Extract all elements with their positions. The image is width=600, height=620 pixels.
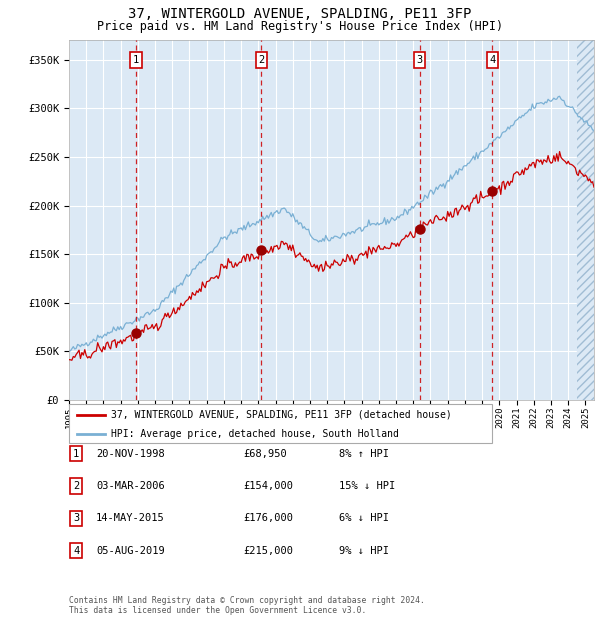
Text: HPI: Average price, detached house, South Holland: HPI: Average price, detached house, Sout… [112,428,399,438]
Text: Contains HM Land Registry data © Crown copyright and database right 2024.
This d: Contains HM Land Registry data © Crown c… [69,596,425,615]
Text: 20-NOV-1998: 20-NOV-1998 [96,449,165,459]
Text: £68,950: £68,950 [243,449,287,459]
Text: 1: 1 [133,55,139,65]
Text: 6% ↓ HPI: 6% ↓ HPI [339,513,389,523]
Text: 3: 3 [416,55,423,65]
Text: 4: 4 [489,55,496,65]
Text: 8% ↑ HPI: 8% ↑ HPI [339,449,389,459]
Text: 15% ↓ HPI: 15% ↓ HPI [339,481,395,491]
Text: 2: 2 [258,55,265,65]
Text: 4: 4 [73,546,79,556]
Text: £176,000: £176,000 [243,513,293,523]
Text: 9% ↓ HPI: 9% ↓ HPI [339,546,389,556]
Text: 2: 2 [73,481,79,491]
Text: 03-MAR-2006: 03-MAR-2006 [96,481,165,491]
Text: Price paid vs. HM Land Registry's House Price Index (HPI): Price paid vs. HM Land Registry's House … [97,20,503,33]
Bar [577,40,596,400]
Text: £215,000: £215,000 [243,546,293,556]
Text: 37, WINTERGOLD AVENUE, SPALDING, PE11 3FP: 37, WINTERGOLD AVENUE, SPALDING, PE11 3F… [128,7,472,22]
Bar [577,40,596,400]
Text: £154,000: £154,000 [243,481,293,491]
Text: 14-MAY-2015: 14-MAY-2015 [96,513,165,523]
Text: 1: 1 [73,449,79,459]
Text: 3: 3 [73,513,79,523]
Text: 37, WINTERGOLD AVENUE, SPALDING, PE11 3FP (detached house): 37, WINTERGOLD AVENUE, SPALDING, PE11 3F… [112,410,452,420]
Text: 05-AUG-2019: 05-AUG-2019 [96,546,165,556]
